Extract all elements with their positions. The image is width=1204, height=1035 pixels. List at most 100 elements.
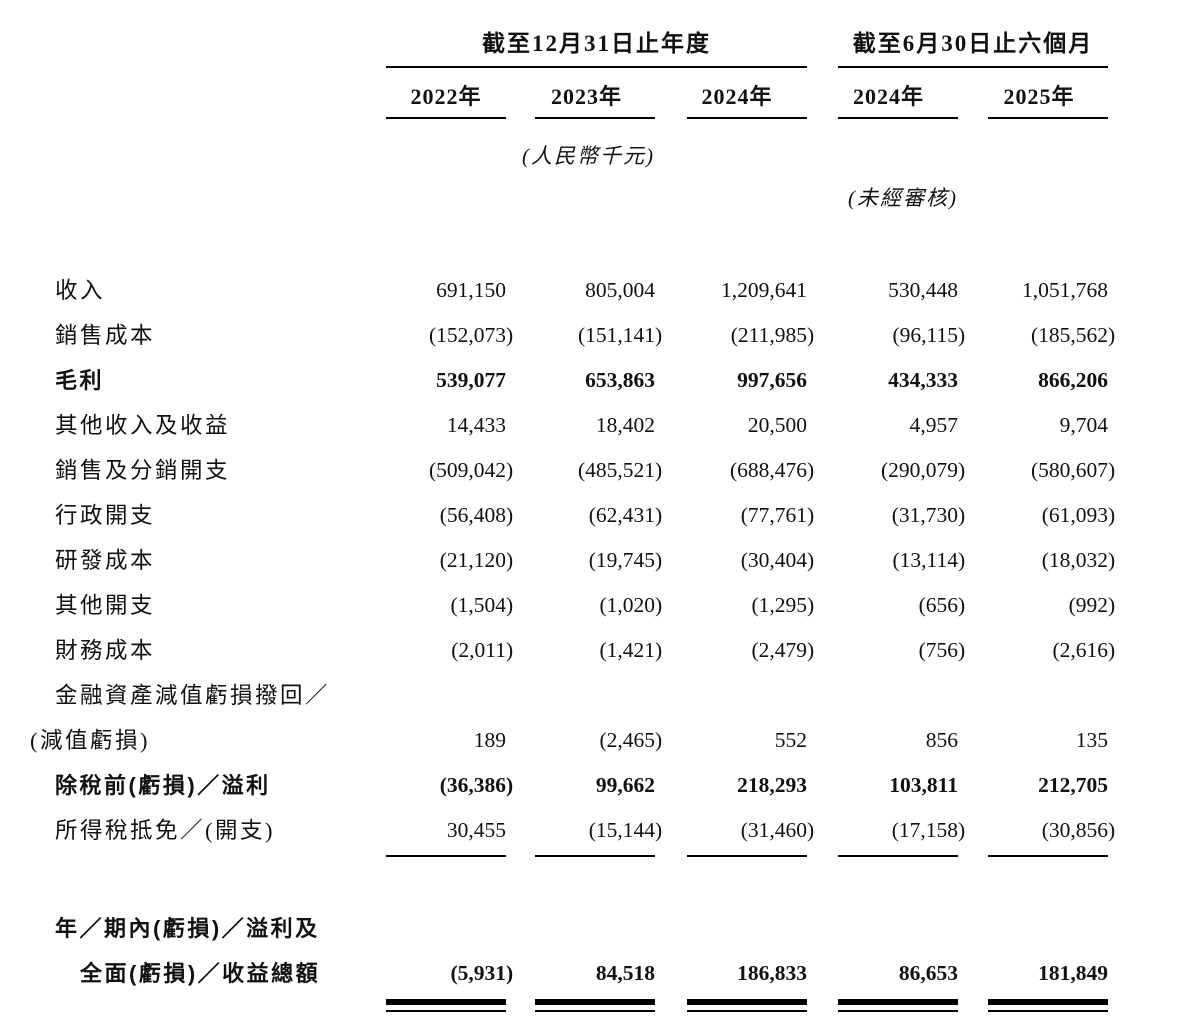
row-value: 86,653 — [898, 961, 958, 985]
hanging-paren: ) — [1108, 593, 1116, 617]
row-value: 9,704 — [1059, 413, 1108, 437]
hanging-paren: ) — [506, 503, 514, 527]
double-rule-bar — [988, 999, 1108, 1005]
row-value: (1,504) — [386, 583, 518, 628]
row-value: (290,079) — [819, 448, 970, 493]
row-value: (36,386) — [386, 763, 518, 808]
hanging-paren: ) — [807, 593, 815, 617]
row-value: (2,479) — [667, 628, 819, 673]
row-value: (13,114) — [819, 538, 970, 583]
row-value: 4,957 — [909, 413, 958, 437]
period-group-header-row: 截至12月31日止年度 截至6月30日止六個月 — [0, 0, 1204, 68]
row-value: (688,476) — [667, 448, 819, 493]
row-value: (30,404) — [667, 538, 819, 583]
row-value: (1,295) — [667, 583, 819, 628]
row-value — [970, 673, 1120, 718]
hanging-paren: ) — [1108, 503, 1116, 527]
column-header-rule — [386, 117, 506, 119]
row-value — [518, 906, 667, 951]
table-row: 研發成本 (21,120) (19,745) (30,404) (13,114) (18,… — [0, 538, 1204, 583]
hanging-paren: ) — [807, 503, 815, 527]
row-value: (31,730) — [819, 493, 970, 538]
row-value: 181,849 — [1038, 961, 1108, 985]
hanging-paren: ) — [506, 323, 514, 347]
row-label: 其他收入及收益 — [55, 413, 231, 438]
row-value: 189 — [473, 728, 506, 752]
hanging-paren: ) — [655, 593, 663, 617]
row-label: 銷售及分銷開支 — [55, 458, 231, 483]
double-rule — [386, 999, 506, 1012]
double-rule-line — [386, 1010, 506, 1012]
double-rule-bar — [838, 999, 958, 1005]
row-label: 行政開支 — [55, 503, 156, 528]
table-row: (減值虧損) 189 (2,465) 552 856 135 — [0, 718, 1204, 763]
row-label: 研發成本 — [55, 548, 156, 573]
hanging-paren: ) — [1108, 323, 1116, 347]
rule-cell — [819, 999, 970, 1012]
rule-cell — [667, 999, 819, 1012]
row-label: 除稅前(虧損)／溢利 — [55, 773, 271, 798]
currency-note: (人民幣千元) — [522, 144, 655, 168]
period-group-interim-label: 截至6月30日止六個月 — [852, 31, 1094, 56]
period-group-interim-rule — [838, 66, 1108, 68]
section-gap — [0, 857, 1204, 906]
header-label-spacer — [0, 28, 386, 68]
hanging-paren: ) — [1108, 458, 1116, 482]
table-row: 除稅前(虧損)／溢利 (36,386) 99,662 218,293 103,811 21… — [0, 763, 1204, 808]
hanging-paren: ) — [506, 961, 514, 985]
row-label: 財務成本 — [55, 638, 156, 663]
double-rule-bar — [687, 999, 807, 1005]
row-value: 856 — [925, 728, 958, 752]
column-header-2024: 2024年 — [667, 83, 819, 119]
row-value: 84,518 — [595, 961, 655, 985]
row-label: 銷售成本 — [55, 323, 156, 348]
row-value — [970, 906, 1120, 951]
table-row: 銷售及分銷開支 (509,042) (485,521) (688,476) (290,0… — [0, 448, 1204, 493]
period-group-annual-label: 截至12月31日止年度 — [482, 31, 711, 56]
row-value: 691,150 — [436, 278, 506, 302]
hanging-paren: ) — [655, 818, 663, 842]
row-value: 135 — [1075, 728, 1108, 752]
row-value: (77,761) — [667, 493, 819, 538]
row-label: (減值虧損) — [30, 728, 150, 753]
table-row: 年／期內(虧損)／溢利及 — [0, 906, 1204, 951]
row-value: (15,144) — [518, 808, 667, 853]
double-rule-bar — [535, 999, 655, 1005]
rule-cell — [970, 999, 1120, 1012]
hanging-paren: ) — [958, 638, 966, 662]
hanging-paren: ) — [958, 458, 966, 482]
column-header-2025-interim: 2025年 — [970, 83, 1120, 119]
row-value: (580,607) — [970, 448, 1120, 493]
row-value: (5,931) — [386, 951, 518, 996]
hanging-paren: ) — [655, 638, 663, 662]
row-value: (509,042) — [386, 448, 518, 493]
row-value — [667, 673, 819, 718]
table-row: 其他收入及收益 14,433 18,402 20,500 4,957 9,704 — [0, 403, 1204, 448]
hanging-paren: ) — [506, 773, 514, 797]
row-value: (61,093) — [970, 493, 1120, 538]
row-value — [386, 906, 518, 951]
double-rule-line — [535, 1010, 655, 1012]
period-group-interim: 截至6月30日止六個月 — [819, 28, 1120, 68]
currency-note-row: (人民幣千元) — [0, 142, 1204, 170]
row-value: 530,448 — [888, 278, 958, 302]
hanging-paren: ) — [958, 548, 966, 572]
row-value: (185,562) — [970, 313, 1120, 358]
hanging-paren: ) — [506, 548, 514, 572]
year-header-row: 2022年 2023年 2024年 2024年 2025年 — [0, 83, 1204, 119]
single-rule — [535, 855, 655, 857]
row-value — [386, 673, 518, 718]
row-value — [819, 673, 970, 718]
hanging-paren: ) — [506, 593, 514, 617]
row-value: 103,811 — [889, 773, 958, 797]
row-value — [667, 906, 819, 951]
column-header-rule — [687, 117, 807, 119]
table-row: 財務成本 (2,011) (1,421) (2,479) (756) (2,616) — [0, 628, 1204, 673]
double-rule-bar — [386, 999, 506, 1005]
row-value — [518, 673, 667, 718]
row-value: (56,408) — [386, 493, 518, 538]
hanging-paren: ) — [506, 458, 514, 482]
hanging-paren: ) — [958, 593, 966, 617]
row-value: (96,115) — [819, 313, 970, 358]
row-label: 毛利 — [55, 368, 105, 393]
